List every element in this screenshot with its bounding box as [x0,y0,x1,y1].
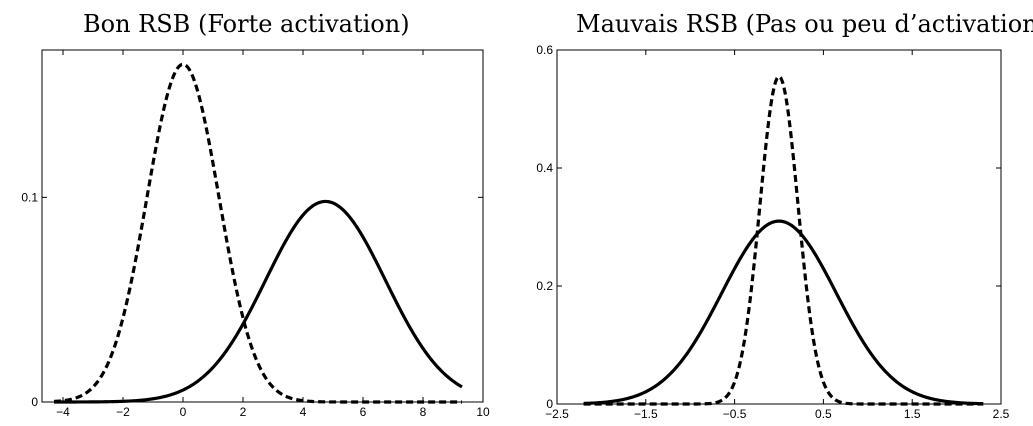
x-tick-label: 6 [360,405,367,419]
line-chart-right: −2.5 −1.5 −0.5 0.5 1.5 2.5 0 0.2 0.4 0.6 [536,43,1010,421]
series-line-solid [583,219,984,406]
x-tick-label: 0.5 [815,407,832,421]
series-line-dashed [583,75,984,406]
chart-panel-left: Bon RSB (Forte activation) −4 −2 0 2 4 6 8 10 0 0… [0,0,516,426]
x-tick-label: 8 [420,405,427,419]
line-chart-left: −4 −2 0 2 4 6 8 10 0 0.1 [21,49,490,419]
x-tick-label: −2 [116,405,130,419]
y-tick-label: 0.6 [536,43,553,57]
x-tick-label: 4 [300,405,307,419]
x-tick-label: 1.5 [904,407,921,421]
y-tick-label: 0.4 [536,161,553,175]
x-tick-label: −4 [56,405,70,419]
x-tick-label: 0 [180,405,187,419]
series-line-solid [53,199,463,404]
x-tick-label: −0.5 [723,407,747,421]
series-line-dashed [53,62,463,404]
y-tick-label: 0.2 [536,279,553,293]
y-tick-label: 0 [546,397,553,411]
chart-panel-right: Mauvais RSB (Pas ou peu d’activation) −2… [516,0,1033,426]
chart-title: Mauvais RSB (Pas ou peu d’activation) [576,10,1033,38]
x-tick-label: −2.5 [545,407,569,421]
x-tick-label: 10 [476,405,490,419]
plot-frame [556,49,1002,405]
y-tick-label: 0 [31,395,38,409]
plot-frame [41,49,484,403]
x-tick-label: 2.5 [993,407,1010,421]
x-tick-label: −1.5 [634,407,658,421]
x-tick-label: 2 [240,405,247,419]
chart-title: Bon RSB (Forte activation) [83,10,410,38]
y-tick-label: 0.1 [21,190,38,204]
